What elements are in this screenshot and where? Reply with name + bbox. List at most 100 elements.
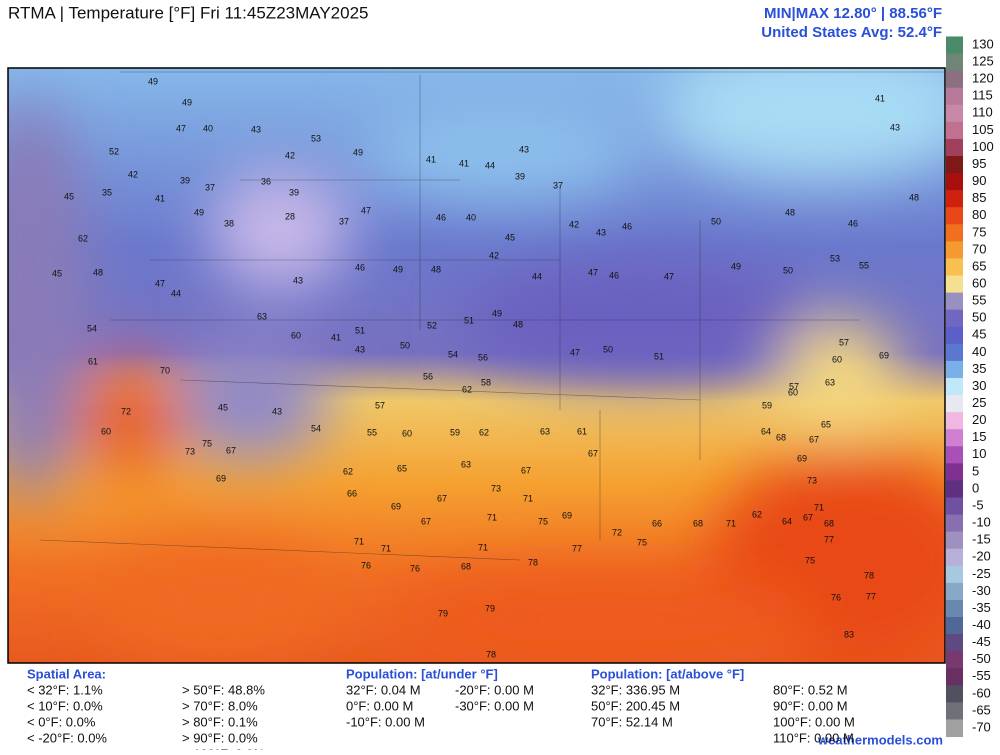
station-temp: 60 <box>402 428 412 438</box>
footer-stat: -10°F: 0.00 M <box>346 714 425 729</box>
colorbar-tick-label: 105 <box>972 122 994 137</box>
station-temp: 58 <box>481 377 491 387</box>
station-temp: 72 <box>121 406 131 416</box>
colorbar-tick-label: 80 <box>972 207 986 222</box>
station-temp: 69 <box>797 453 807 463</box>
station-temp: 71 <box>478 542 488 552</box>
station-temp: 40 <box>466 212 476 222</box>
station-temp: 67 <box>803 512 813 522</box>
colorbar-tick-label: 100 <box>972 139 994 154</box>
pop-above-title: Population: [at/above °F] <box>591 666 744 681</box>
station-temp: 67 <box>421 516 431 526</box>
station-temp: 44 <box>485 160 495 170</box>
footer-stat: 50°F: 200.45 M <box>591 698 680 713</box>
station-temp: 71 <box>381 543 391 553</box>
station-temp: 50 <box>711 216 721 226</box>
station-temp: 50 <box>603 344 613 354</box>
station-temp: 47 <box>664 271 674 281</box>
footer-stat: 0°F: 0.00 M <box>346 698 413 713</box>
colorbar-segment <box>946 224 963 242</box>
station-temp: 42 <box>128 169 138 179</box>
station-temp: 47 <box>361 205 371 215</box>
station-temp: 39 <box>515 171 525 181</box>
colorbar-segment <box>946 702 963 720</box>
colorbar-tick-label: 15 <box>972 429 986 444</box>
station-temp: 39 <box>180 175 190 185</box>
station-temp: 79 <box>438 608 448 618</box>
station-temp: 48 <box>909 192 919 202</box>
station-temp: 43 <box>272 406 282 416</box>
footer-stat: > 70°F: 8.0% <box>182 698 258 713</box>
footer-stat: 100°F: 0.00 M <box>773 714 855 729</box>
map <box>8 68 945 663</box>
spatial-title: Spatial Area: <box>27 666 106 681</box>
station-temp: 62 <box>479 427 489 437</box>
colorbar-tick-label: 10 <box>972 446 986 461</box>
colorbar-tick-label: 75 <box>972 224 986 239</box>
station-temp: 68 <box>693 518 703 528</box>
colorbar-tick-label: 85 <box>972 190 986 205</box>
colorbar-tick-label: 35 <box>972 361 986 376</box>
station-temp: 69 <box>391 501 401 511</box>
colorbar-tick-label: -65 <box>972 702 991 717</box>
footer-stat: < 32°F: 1.1% <box>27 682 103 697</box>
colorbar-segment <box>946 173 963 191</box>
colorbar-tick-label: 120 <box>972 71 994 86</box>
colorbar-tick-label: 20 <box>972 412 986 427</box>
colorbar-segment <box>946 446 963 464</box>
colorbar-segment <box>946 309 963 328</box>
station-temp: 68 <box>461 561 471 571</box>
station-temp: 75 <box>538 516 548 526</box>
station-temp: 55 <box>859 260 869 270</box>
colorbar-segment <box>946 343 963 362</box>
footer-stat: 70°F: 52.14 M <box>591 714 673 729</box>
footer-stat: 90°F: 0.00 M <box>773 698 848 713</box>
colorbar-segment <box>946 258 963 277</box>
colorbar-segment <box>946 685 963 703</box>
station-temp: 83 <box>844 629 854 639</box>
station-temp: 49 <box>492 308 502 318</box>
station-temp: 51 <box>654 351 664 361</box>
colorbar-tick-label: -60 <box>972 685 991 700</box>
station-temp: 60 <box>101 426 111 436</box>
station-temp: 75 <box>202 438 212 448</box>
station-temp: 61 <box>577 426 587 436</box>
colorbar-segment <box>946 429 963 447</box>
station-temp: 75 <box>805 555 815 565</box>
station-temp: 70 <box>160 365 170 375</box>
colorbar-segment <box>946 565 963 584</box>
station-temp: 63 <box>257 311 267 321</box>
station-temp: 42 <box>489 250 499 260</box>
title: RTMA | Temperature [°F] Fri 11:45Z23MAY2… <box>8 3 369 22</box>
colorbar-tick-label: -45 <box>972 634 991 649</box>
footer-stat: 110°F: 0.00 M <box>773 730 854 745</box>
station-temp: 67 <box>521 465 531 475</box>
station-temp: 49 <box>148 76 158 86</box>
station-temp: 56 <box>478 352 488 362</box>
station-temp: 45 <box>52 268 62 278</box>
footer-stat: < -20°F: 0.0% <box>27 730 107 745</box>
station-temp: 48 <box>513 319 523 329</box>
station-temp: 41 <box>155 193 165 203</box>
colorbar-segment <box>946 548 963 567</box>
colorbar-segment <box>946 514 963 533</box>
station-temp: 46 <box>848 218 858 228</box>
station-temp: 46 <box>436 212 446 222</box>
station-temp: 49 <box>194 207 204 217</box>
station-temp: 63 <box>540 426 550 436</box>
colorbar-segment <box>946 617 963 635</box>
station-temp: 51 <box>355 325 365 335</box>
station-temp: 57 <box>375 400 385 410</box>
station-temp: 53 <box>311 133 321 143</box>
station-temp: 41 <box>426 154 436 164</box>
colorbar: 1301251201151101051009590858075706560555… <box>946 36 994 738</box>
footer-stat: > 50°F: 48.8% <box>182 682 265 697</box>
colorbar-segment <box>946 190 963 208</box>
colorbar-segment <box>946 719 963 738</box>
station-temp: 66 <box>652 518 662 528</box>
colorbar-segment <box>946 599 963 618</box>
station-temp: 62 <box>78 233 88 243</box>
colorbar-segment <box>946 377 963 396</box>
colorbar-segment <box>946 275 963 294</box>
footer-stat: > 90°F: 0.0% <box>182 730 258 745</box>
